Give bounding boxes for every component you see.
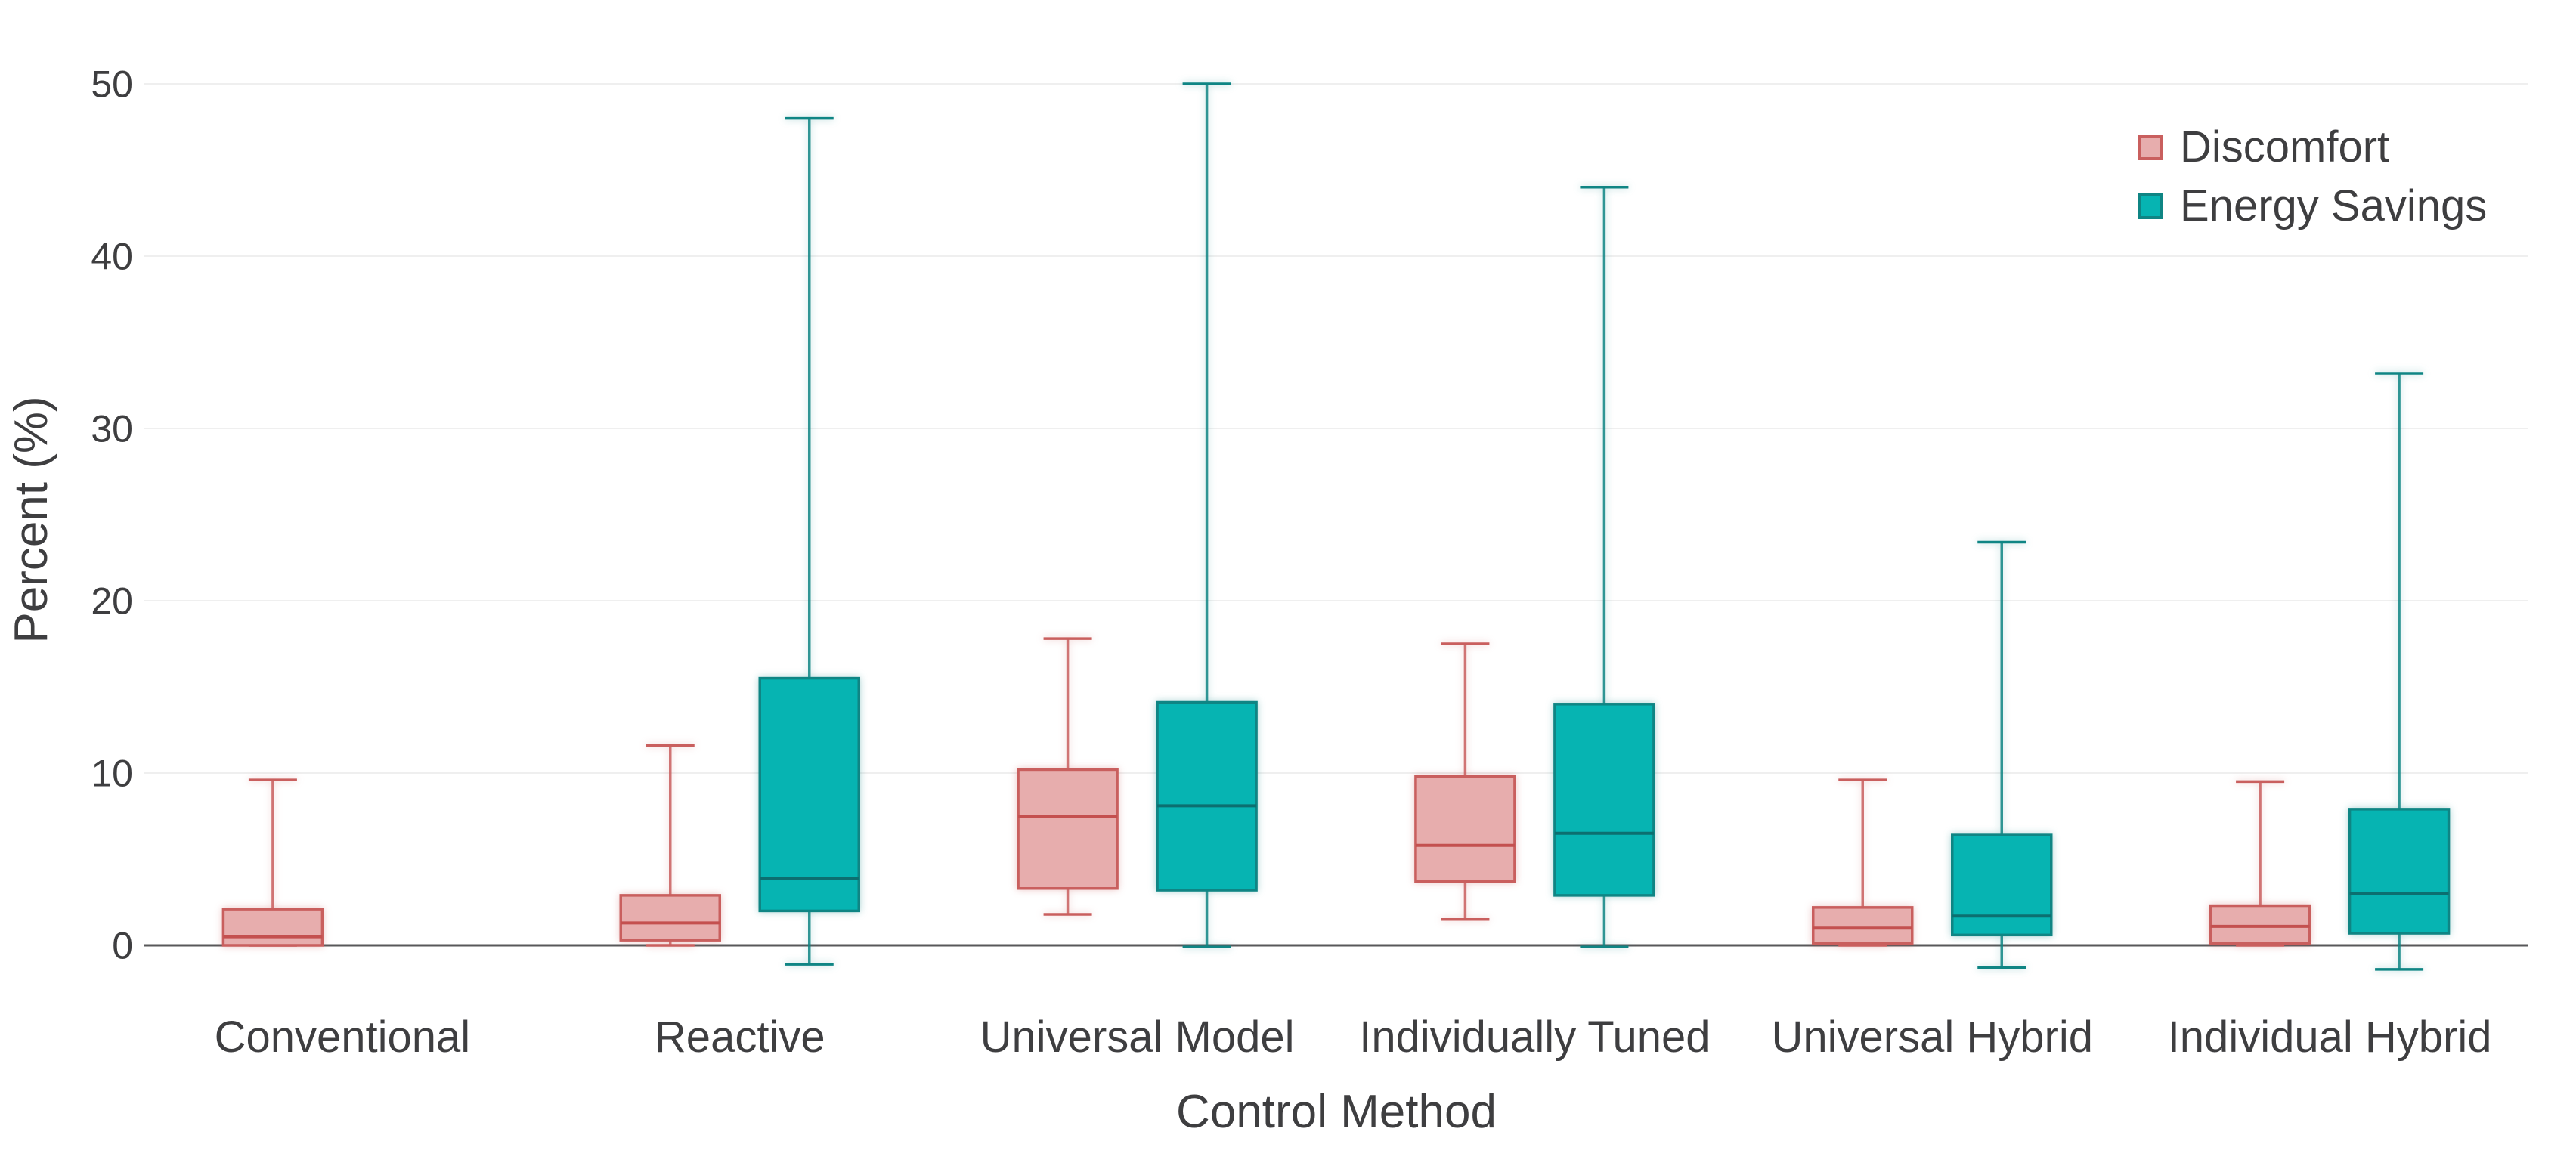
box-energy-savings-universal-model (1156, 82, 1258, 949)
x-tick-label: Reactive (655, 1013, 825, 1062)
y-tick-label: 50 (91, 63, 133, 106)
legend-item-discomfort[interactable]: Discomfort (2138, 122, 2487, 172)
box-series (221, 82, 2451, 971)
x-tick-label: Individual Hybrid (2168, 1013, 2492, 1062)
x-tick-label: Conventional (215, 1013, 471, 1062)
iqr-box (1414, 775, 1516, 883)
iqr-box (758, 676, 860, 913)
box-discomfort-individual-hybrid (2209, 780, 2311, 947)
box-energy-savings-individually-tuned (1553, 186, 1655, 949)
energy-savings-swatch-icon (2138, 193, 2163, 219)
iqr-box (1017, 768, 1119, 890)
series-discomfort (221, 637, 2311, 947)
y-tick-label: 20 (91, 580, 133, 623)
iqr-box (1553, 703, 1655, 897)
legend-label-discomfort: Discomfort (2180, 122, 2390, 172)
series-energy-savings (758, 82, 2451, 971)
box-energy-savings-individual-hybrid (2348, 372, 2451, 971)
iqr-box (1812, 906, 1914, 945)
iqr-box (2348, 808, 2451, 935)
x-tick-label: Individually Tuned (1359, 1013, 1710, 1062)
discomfort-swatch-icon (2138, 135, 2163, 160)
box-discomfort-conventional (221, 778, 324, 947)
box-energy-savings-universal-hybrid (1951, 540, 2053, 969)
box-discomfort-universal-hybrid (1812, 778, 1914, 947)
iqr-box (619, 894, 721, 942)
box-discomfort-reactive (619, 744, 721, 947)
y-tick-label: 10 (91, 753, 133, 795)
y-tick-label: 40 (91, 236, 133, 278)
x-axis-title: Control Method (1176, 1086, 1497, 1138)
y-axis-title: Percent (%) (5, 396, 57, 643)
iqr-box (1156, 700, 1258, 892)
legend: Discomfort Energy Savings (2138, 122, 2488, 230)
legend-label-energy-savings: Energy Savings (2180, 181, 2488, 230)
x-tick-label: Universal Model (980, 1013, 1295, 1062)
box-discomfort-individually-tuned (1414, 642, 1516, 921)
y-tick-label: 0 (112, 925, 133, 967)
y-tick-label: 30 (91, 408, 133, 450)
legend-item-energy-savings[interactable]: Energy Savings (2138, 181, 2488, 230)
gridlines (144, 83, 2528, 947)
box-energy-savings-reactive (758, 116, 860, 966)
iqr-box (2209, 904, 2311, 945)
axis-ticks: 0 10 20 30 40 50 Conventional Reactive Universal… (91, 63, 2491, 1062)
x-tick-label: Universal Hybrid (1772, 1013, 2093, 1062)
iqr-box (1951, 833, 2053, 937)
iqr-box (221, 908, 324, 947)
box-discomfort-universal-model (1017, 637, 1119, 916)
